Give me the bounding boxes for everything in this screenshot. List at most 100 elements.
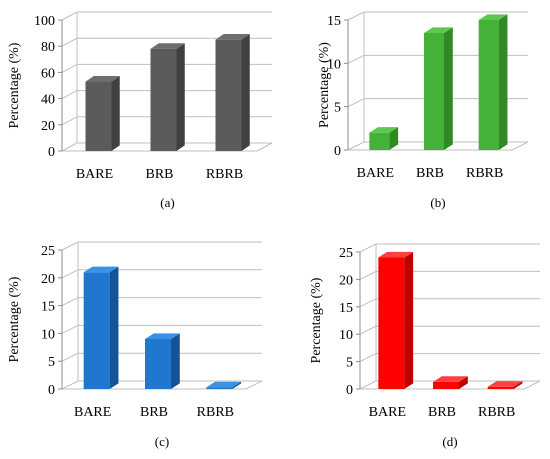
bar-top-face <box>378 251 414 258</box>
panel-label: (a) <box>160 195 174 210</box>
x-category-label: BARE <box>74 405 111 420</box>
chart-panel-d: 0 5 10 15 20 25 Percentage (%) BARE BRB RBRB (d) <box>309 243 541 449</box>
x-category-label: BARE <box>76 167 113 182</box>
gridline-connector <box>359 298 377 308</box>
y-tick-label: 25 <box>41 244 55 259</box>
gridline-connector <box>359 270 377 280</box>
bar-side-face <box>444 27 453 150</box>
y-tick-label: 20 <box>339 273 353 288</box>
bar-front-face <box>424 33 444 150</box>
chart-panel-b: 0 5 10 15 Percentage (%) BARE BRB RBRB (b) <box>317 11 529 210</box>
bar-top-face <box>487 381 523 387</box>
floor-right-edge <box>523 380 541 390</box>
x-category-label: BRB <box>428 405 456 420</box>
y-axis-label: Percentage (%) <box>7 276 22 362</box>
bar-side-face <box>241 34 250 151</box>
chart-panel-a: 0 20 40 60 80 100 Percentage (%) BARE BRB RBRB (a) <box>7 11 273 210</box>
x-category-label: RBRB <box>206 167 243 182</box>
gridline-connector <box>61 90 78 100</box>
bar-side-face <box>109 266 119 389</box>
bar-brb <box>145 333 180 389</box>
y-tick-label: 0 <box>48 145 55 160</box>
panel-label: (b) <box>430 195 445 210</box>
gridline-connector <box>61 297 79 307</box>
gridline-connector <box>347 11 365 21</box>
y-tick-label: 25 <box>339 246 353 261</box>
y-axis-label: Percentage (%) <box>309 277 324 363</box>
gridline-connector <box>61 37 78 47</box>
gridline-connector <box>61 380 79 390</box>
bar-top-face <box>215 34 250 40</box>
y-tick-label: 15 <box>41 300 55 315</box>
y-tick-label: 0 <box>48 383 55 398</box>
bar-bare <box>85 75 120 151</box>
y-tick-label: 0 <box>334 144 341 159</box>
bar-front-face <box>83 272 110 389</box>
bar-top-face <box>478 14 508 20</box>
y-axis-label: Percentage (%) <box>317 42 332 128</box>
gridline-connector <box>61 63 78 73</box>
bar-top-face <box>424 27 453 33</box>
floor-right-edge <box>256 142 273 152</box>
bar-front-face <box>206 387 233 389</box>
floor-right-edge <box>245 380 263 390</box>
bar-bare <box>83 266 119 389</box>
y-tick-label: 10 <box>41 327 55 342</box>
bar-side-face <box>171 333 180 389</box>
x-category-label: RBRB <box>478 405 515 420</box>
bar-front-face <box>433 381 459 389</box>
bar-bare <box>369 127 399 150</box>
bar-rbrb <box>206 381 242 389</box>
y-tick-label: 15 <box>339 301 353 316</box>
gridline-connector <box>61 11 78 21</box>
y-tick-label: 60 <box>41 66 55 81</box>
bar-top-face <box>433 376 468 382</box>
x-category-label: BARE <box>357 166 394 181</box>
x-category-label: BRB <box>140 405 168 420</box>
y-tick-label: 80 <box>41 40 55 55</box>
y-tick-label: 40 <box>41 93 55 108</box>
floor-right-edge <box>511 141 529 151</box>
y-tick-label: 20 <box>41 119 55 134</box>
gridline-connector <box>359 243 377 253</box>
bar-brb <box>150 43 185 151</box>
gridline-connector <box>61 352 79 362</box>
y-tick-label: 20 <box>41 272 55 287</box>
y-tick-label: 5 <box>346 356 353 371</box>
bar-front-face <box>145 338 171 389</box>
bar-side-face <box>389 127 399 150</box>
bar-side-face <box>513 381 523 389</box>
bar-top-face <box>85 75 120 82</box>
bar-front-face <box>369 132 390 150</box>
bar-side-face <box>232 381 242 389</box>
y-tick-label: 0 <box>346 383 353 398</box>
gridline-connector <box>61 116 78 126</box>
bar-rbrb <box>487 381 523 389</box>
panel-label: (c) <box>155 434 169 449</box>
bar-front-face <box>150 48 177 151</box>
chart-panel-c: 0 5 10 15 20 25 Percentage (%) BARE BRB RBRB (c) <box>7 241 263 449</box>
y-tick-label: 5 <box>334 101 341 116</box>
y-tick-label: 10 <box>327 57 341 72</box>
x-category-label: BARE <box>369 405 406 420</box>
y-axis-label: Percentage (%) <box>7 42 22 128</box>
bar-side-face <box>404 251 414 389</box>
x-category-label: BRB <box>145 167 173 182</box>
panel-label: (d) <box>442 434 457 449</box>
gridline-connector <box>61 324 79 334</box>
bar-rbrb <box>215 34 250 151</box>
x-category-label: RBRB <box>197 405 234 420</box>
bar-side-face <box>459 376 468 389</box>
bar-side-face <box>176 43 185 151</box>
bar-bare <box>378 251 414 389</box>
x-category-label: BRB <box>416 166 444 181</box>
y-tick-label: 10 <box>339 328 353 343</box>
gridline-connector <box>61 269 79 279</box>
bar-front-face <box>478 20 499 150</box>
bar-front-face <box>215 39 242 151</box>
y-tick-label: 100 <box>34 14 55 29</box>
bar-brb <box>433 376 468 389</box>
y-tick-label: 5 <box>48 355 55 370</box>
y-tick-label: 15 <box>327 14 341 29</box>
bar-side-face <box>498 14 508 151</box>
